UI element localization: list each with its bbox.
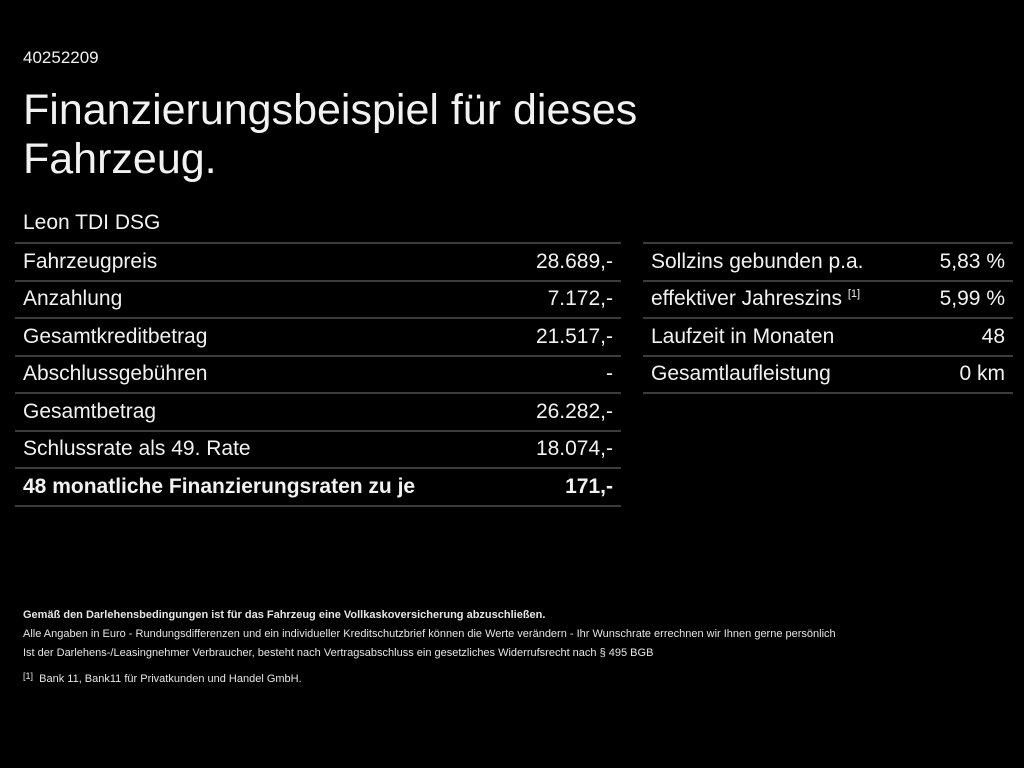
table-row: 48 monatliche Finanzierungsraten zu je 17… [15,467,621,507]
model-name: Leon TDI DSG [23,211,161,234]
row-label: Gesamtbetrag [15,392,509,431]
page-title: Finanzierungsbeispiel für dieses Fahrzeu… [23,86,638,183]
row-label: Schlussrate als 49. Rate [15,429,509,468]
row-label: Fahrzeugpreis [15,242,509,281]
row-value: 21.517,- [508,317,621,356]
vehicle-id: 40252209 [23,48,99,67]
table-row: Gesamtkreditbetrag 21.517,- [15,317,621,356]
table-row: Abschlussgebühren - [15,354,621,393]
row-label: Gesamtlaufleistung [643,354,916,394]
row-label: 48 monatliche Finanzierungsraten zu je [15,467,509,507]
label-text: Gesamtkreditbetrag [23,324,208,348]
insurance-note: Gemäß den Darlehensbedingungen ist für d… [23,609,546,621]
row-value: - [508,354,621,393]
row-label: Gesamtkreditbetrag [15,317,509,356]
label-text: Gesamtlaufleistung [651,362,831,386]
row-value: 5,83 % [915,242,1013,281]
row-label: Laufzeit in Monaten [643,317,916,356]
label-text: Gesamtbetrag [23,399,157,423]
withdrawal-note: Ist der Darlehens-/Leasingnehmer Verbrau… [23,647,654,659]
table-row: Gesamtlaufleistung 0 km [643,354,1013,394]
label-text: Fahrzeugpreis [23,249,158,273]
row-value: 5,99 % [915,279,1013,318]
row-value: 171,- [508,467,621,507]
interest-table: Sollzins gebunden p.a. 5,83 % effektiver J… [643,242,1013,394]
row-label: effektiver Jahreszins [1] [643,279,916,318]
label-text: effektiver Jahreszins [651,287,843,311]
footnote-text: Bank 11, Bank11 für Privatkunden und Han… [39,673,302,685]
table-row: Fahrzeugpreis 28.689,- [15,242,621,281]
table-row: Gesamtbetrag 26.282,- [15,392,621,431]
footnote-mark: [1] [23,671,34,681]
row-value: 18.074,- [508,429,621,468]
table-row: Laufzeit in Monaten 48 [643,317,1013,356]
table-row: Sollzins gebunden p.a. 5,83 % [643,242,1013,281]
table-row: Anzahlung 7.172,- [15,279,621,318]
row-value: 26.282,- [508,392,621,431]
row-label: Sollzins gebunden p.a. [643,242,916,281]
row-value: 7.172,- [508,279,621,318]
label-text: Anzahlung [23,287,123,311]
label-text: Schlussrate als 49. Rate [23,437,251,461]
row-label: Abschlussgebühren [15,354,509,393]
label-text: Sollzins gebunden p.a. [651,249,864,273]
row-value: 48 [915,317,1013,356]
rounding-note: Alle Angaben in Euro - Rundungsdifferenz… [23,628,836,640]
legal-notes: Gemäß den Darlehensbedingungen ist für d… [23,606,836,689]
label-text: Laufzeit in Monaten [651,324,835,348]
footnote: [1] Bank 11, Bank11 für Privatkunden und… [23,667,836,689]
financing-table: Fahrzeugpreis 28.689,- Anzahlung 7.172,- Ges… [15,242,621,507]
table-row: effektiver Jahreszins [1] 5,99 % [643,279,1013,318]
table-row: Schlussrate als 49. Rate 18.074,- [15,429,621,468]
label-text: Abschlussgebühren [23,362,208,386]
label-text: 48 monatliche Finanzierungsraten zu je [23,474,416,498]
row-value: 0 km [915,354,1013,394]
footnote-ref: [1] [847,288,861,301]
row-label: Anzahlung [15,279,509,318]
row-value: 28.689,- [508,242,621,281]
